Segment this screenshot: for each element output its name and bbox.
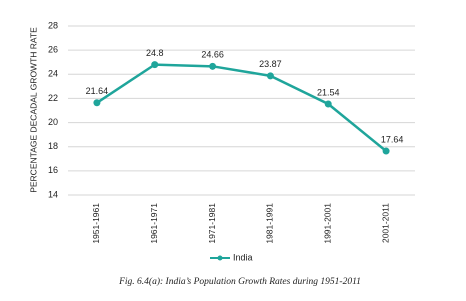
y-axis-label: PERCENTAGE DECADAL GROWTH RATE (28, 27, 38, 193)
point (324, 100, 332, 108)
y-tick-label: 24 (48, 69, 58, 79)
legend-label: India (233, 252, 253, 262)
y-tick-label: 28 (48, 20, 58, 30)
y-tick-label: 14 (48, 189, 58, 199)
data-label: 24.8 (146, 48, 164, 58)
point (209, 62, 217, 70)
x-tick-label: 1991-2001 (323, 203, 333, 244)
x-tick-label: 1961-1971 (149, 203, 159, 244)
point (93, 99, 101, 107)
data-label: 17.64 (381, 134, 404, 144)
data-label: 21.64 (86, 86, 109, 96)
x-tick-label: 1981-1991 (265, 203, 275, 244)
data-label: 23.87 (259, 59, 282, 69)
y-tick-label: 16 (48, 165, 58, 175)
legend-marker (217, 255, 223, 261)
point (151, 61, 159, 69)
caption: Fig. 6.4(a): India’s Population Growth R… (118, 276, 361, 287)
x-tick-label: 1951-1961 (91, 203, 101, 244)
x-tick-label: 2001-2011 (380, 203, 390, 243)
y-tick-label: 22 (48, 93, 58, 103)
y-tick-label: 26 (48, 45, 58, 55)
data-label: 21.54 (317, 87, 340, 97)
data-label: 24.66 (201, 50, 224, 60)
y-tick-label: 18 (48, 141, 58, 151)
point (382, 147, 390, 155)
x-tick-label: 1971-1981 (207, 203, 217, 244)
point (266, 72, 274, 80)
y-tick-label: 20 (48, 117, 58, 127)
line (96, 63, 387, 153)
